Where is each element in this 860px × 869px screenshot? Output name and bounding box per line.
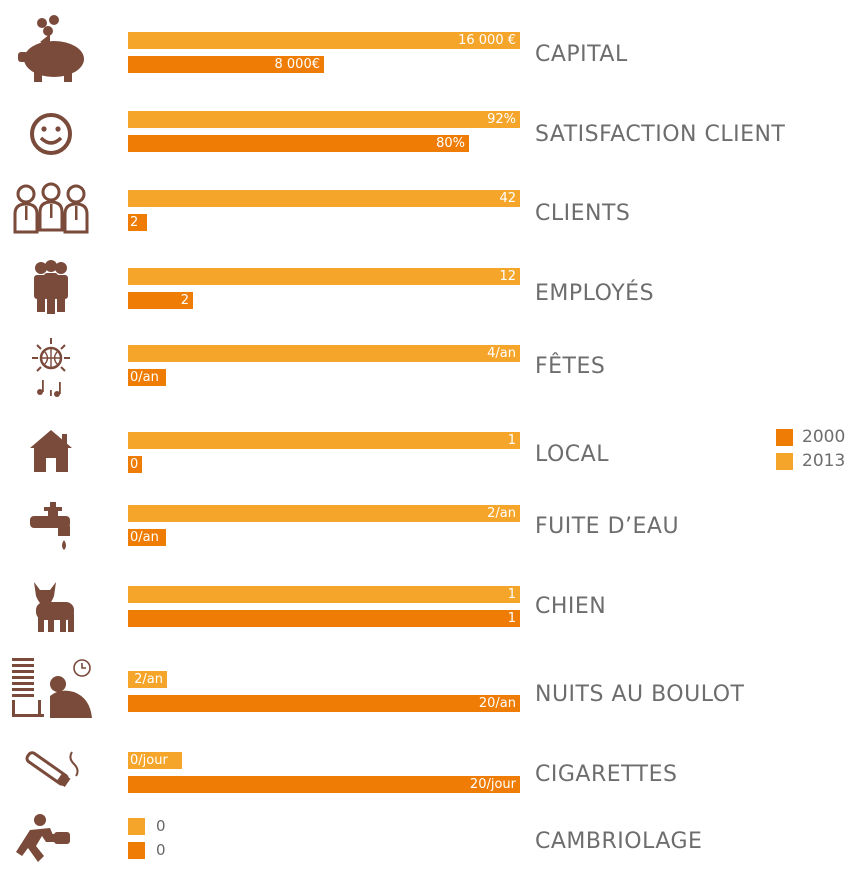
category-label-cigarettes: CIGARETTES: [535, 762, 678, 787]
bar-2013-clients: 42: [128, 190, 520, 207]
bar-2013-fetes: 4/an: [128, 345, 520, 362]
faucet-icon: [10, 498, 92, 554]
piggy-bank-icon: [10, 14, 92, 84]
house-icon: [10, 426, 92, 476]
bar-2013-capital: 16 000 €: [128, 32, 520, 49]
data-label-2013-clients: 42: [499, 191, 516, 206]
bar-2000-fetes: 0/an: [128, 369, 166, 386]
bar-2000-local: 0: [128, 456, 142, 473]
category-label-employes: EMPLOYÉS: [535, 281, 655, 306]
bar-2000-chien: 1: [128, 610, 520, 627]
data-label-2013-employes: 12: [499, 269, 516, 284]
bar-2013-cigarettes: 0/jour: [128, 752, 182, 769]
data-label-2013-fetes: 4/an: [487, 346, 516, 361]
category-label-fuite-d-eau: FUITE D’EAU: [535, 514, 680, 539]
data-label-2013-capital: 16 000 €: [458, 33, 516, 48]
data-label-2013-cambriolage: 0: [156, 817, 166, 835]
category-label-capital: CAPITAL: [535, 42, 628, 67]
data-label-2000-fuite-d-eau: 0/an: [130, 530, 159, 545]
data-label-2013-fuite-d-eau: 2/an: [487, 506, 516, 521]
data-label-2013-satisfaction-client: 92%: [487, 112, 516, 127]
bar-2013-local: 1: [128, 432, 520, 449]
cigarette-icon: [10, 742, 92, 798]
category-label-clients: CLIENTS: [535, 201, 631, 226]
category-label-fetes: FÊTES: [535, 354, 606, 379]
data-label-2000-nuits-au-boulot: 20/an: [478, 696, 516, 711]
bar-2000-capital: 8 000€: [128, 56, 324, 73]
legend-label-2000: 2000: [802, 427, 846, 447]
bar-2013-satisfaction-client: 92%: [128, 111, 520, 128]
bar-2000-clients: 2: [128, 214, 147, 231]
data-label-2000-clients: 2: [130, 215, 139, 230]
disco-ball-icon: [10, 336, 92, 400]
data-label-2013-nuits-au-boulot: 2/an: [134, 672, 163, 687]
bar-2000-nuits-au-boulot: 20/an: [128, 695, 520, 712]
data-label-2000-employes: 2: [180, 293, 189, 308]
clients-icon: [10, 182, 92, 238]
category-label-chien: CHIEN: [535, 594, 607, 619]
smiley-icon: [10, 106, 92, 162]
bar-2013-cambriolage: [128, 818, 145, 835]
bar-2000-cigarettes: 20/jour: [128, 776, 520, 793]
data-label-2000-local: 0: [130, 457, 139, 472]
night-work-icon: [10, 656, 92, 720]
bar-2013-chien: 1: [128, 586, 520, 603]
legend-label-2013: 2013: [802, 451, 846, 471]
dog-icon: [10, 576, 92, 636]
legend-swatch-2013: [776, 453, 793, 470]
category-label-satisfaction-client: SATISFACTION CLIENT: [535, 122, 786, 147]
bar-2013-employes: 12: [128, 268, 520, 285]
legend-swatch-2000: [776, 429, 793, 446]
bar-2013-nuits-au-boulot: 2/an: [128, 671, 167, 688]
data-label-2013-cigarettes: 0/jour: [130, 753, 168, 768]
bar-2000-employes: 2: [128, 292, 193, 309]
bar-2013-fuite-d-eau: 2/an: [128, 505, 520, 522]
employees-icon: [10, 258, 92, 314]
data-label-2000-capital: 8 000€: [274, 57, 321, 72]
data-label-2000-cambriolage: 0: [156, 841, 166, 859]
category-label-nuits-au-boulot: NUITS AU BOULOT: [535, 682, 745, 707]
burglar-icon: [10, 812, 92, 866]
data-label-2000-chien: 1: [507, 611, 516, 626]
bar-2000-satisfaction-client: 80%: [128, 135, 469, 152]
bar-2000-cambriolage: [128, 842, 145, 859]
data-label-2000-cigarettes: 20/jour: [469, 777, 516, 792]
category-label-cambriolage: CAMBRIOLAGE: [535, 829, 703, 854]
data-label-2013-local: 1: [507, 433, 516, 448]
data-label-2000-fetes: 0/an: [130, 370, 159, 385]
data-label-2000-satisfaction-client: 80%: [436, 136, 465, 151]
bar-2000-fuite-d-eau: 0/an: [128, 529, 166, 546]
category-label-local: LOCAL: [535, 442, 609, 467]
data-label-2013-chien: 1: [507, 587, 516, 602]
